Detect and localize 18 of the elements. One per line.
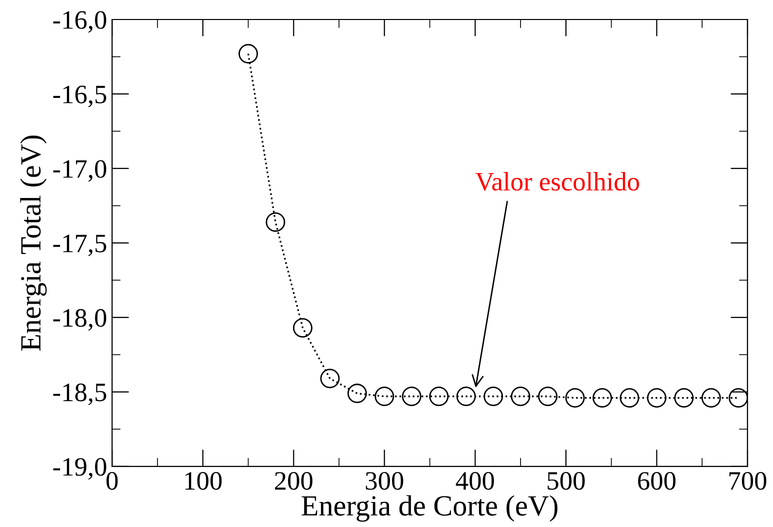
x-axis-title: Energia de Corte (eV) bbox=[302, 495, 558, 522]
y-tick-label: -16,0 bbox=[53, 11, 106, 33]
y-tick-label: -16,5 bbox=[53, 86, 106, 108]
x-tick-label: 100 bbox=[185, 472, 222, 490]
y-tick-label: -19,0 bbox=[53, 458, 106, 480]
x-tick-label: 300 bbox=[366, 472, 404, 490]
y-axis-title: Energia Total (eV) bbox=[20, 136, 47, 351]
x-tick-label: 0 bbox=[106, 472, 118, 490]
y-tick-label: -17,0 bbox=[53, 160, 106, 182]
x-tick-label: 400 bbox=[456, 472, 494, 490]
y-tick-label: -18,0 bbox=[53, 309, 106, 331]
annotation: Valor escolhido bbox=[475, 172, 640, 191]
y-tick-label: -18,5 bbox=[53, 384, 106, 406]
y-tick-label: -17,5 bbox=[53, 234, 106, 256]
x-tick-label: 700 bbox=[729, 472, 766, 490]
x-tick-label: 500 bbox=[548, 472, 585, 490]
x-tick-label: 200 bbox=[274, 472, 312, 490]
x-tick-label: 600 bbox=[638, 472, 676, 490]
